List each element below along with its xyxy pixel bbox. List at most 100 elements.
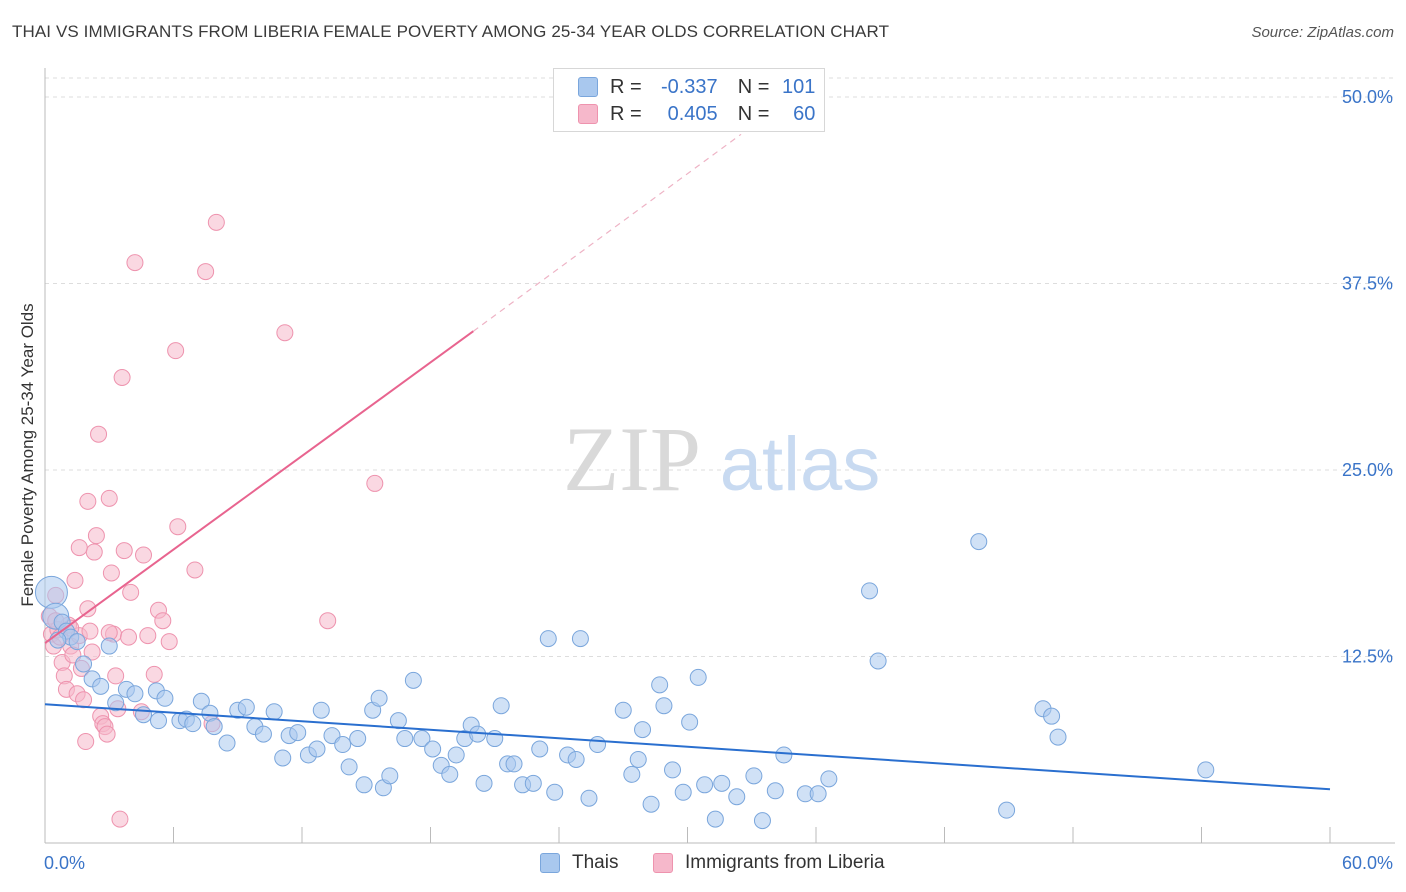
point-immigrants-from-liberia xyxy=(75,691,93,709)
chart-title: THAI VS IMMIGRANTS FROM LIBERIA FEMALE P… xyxy=(12,22,890,41)
point-thais xyxy=(546,783,564,801)
point-thais xyxy=(623,765,641,783)
gridlines xyxy=(45,77,1395,657)
point-immigrants-from-liberia xyxy=(120,628,138,646)
point-immigrants-from-liberia xyxy=(111,810,129,828)
point-immigrants-from-liberia xyxy=(122,583,140,601)
y-tick-label: 25.0% xyxy=(1342,460,1393,480)
point-thais xyxy=(1197,761,1215,779)
point-thais xyxy=(614,701,632,719)
point-thais xyxy=(674,783,692,801)
point-thais xyxy=(1049,728,1067,746)
y-tick-label: 12.5% xyxy=(1342,647,1393,667)
point-thais xyxy=(237,698,255,716)
legend-item-liberia[interactable]: Immigrants from Liberia xyxy=(653,852,885,874)
point-thais xyxy=(655,697,673,715)
point-thais xyxy=(340,758,358,776)
point-immigrants-from-liberia xyxy=(167,342,185,360)
point-thais xyxy=(447,746,465,764)
point-thais xyxy=(68,633,86,651)
liberia-swatch xyxy=(578,104,598,124)
point-thais xyxy=(689,668,707,686)
point-thais xyxy=(696,776,714,794)
point-thais xyxy=(539,630,557,648)
point-immigrants-from-liberia xyxy=(113,368,131,386)
legend-item-thais[interactable]: Thais xyxy=(540,852,618,874)
point-thais xyxy=(192,692,210,710)
point-immigrants-from-liberia xyxy=(66,571,84,589)
point-thais xyxy=(809,785,827,803)
point-immigrants-from-liberia xyxy=(102,564,120,582)
point-thais xyxy=(381,767,399,785)
r-label: R = xyxy=(610,75,642,98)
point-thais xyxy=(370,689,388,707)
y-tick-label: 50.0% xyxy=(1342,87,1393,107)
point-thais xyxy=(389,712,407,730)
r-value: 0.405 xyxy=(667,102,718,125)
point-immigrants-from-liberia xyxy=(87,527,105,545)
point-immigrants-from-liberia xyxy=(186,561,204,579)
trend-extension-liberia xyxy=(472,133,742,332)
tick-labels: 12.5% 25.0% 37.5% 50.0% 0.0% 60.0% xyxy=(44,87,1393,873)
n-label: N = xyxy=(737,102,770,125)
point-thais xyxy=(745,767,763,785)
point-immigrants-from-liberia xyxy=(366,474,384,492)
point-immigrants-from-liberia xyxy=(197,263,215,281)
watermark-atlas: atlas xyxy=(720,422,881,507)
point-immigrants-from-liberia xyxy=(90,425,108,443)
point-immigrants-from-liberia xyxy=(98,725,116,743)
point-thais xyxy=(664,761,682,779)
point-immigrants-from-liberia xyxy=(160,633,178,651)
point-thais xyxy=(580,789,598,807)
point-thais xyxy=(567,750,585,768)
point-thais xyxy=(713,774,731,792)
legend-label-thais: Thais xyxy=(572,852,619,873)
point-thais xyxy=(753,812,771,830)
point-immigrants-from-liberia xyxy=(135,546,153,564)
point-thais xyxy=(107,694,125,712)
point-immigrants-from-liberia xyxy=(139,627,157,645)
series-legend: Thais Immigrants from Liberia xyxy=(0,852,1406,878)
correlation-legend: R = -0.337 N = 101 R = 0.405 N = 60 xyxy=(553,68,825,132)
x-tick-label: 60.0% xyxy=(1342,853,1393,873)
point-immigrants-from-liberia xyxy=(83,643,101,661)
point-thais xyxy=(100,637,118,655)
point-thais xyxy=(126,685,144,703)
point-thais xyxy=(424,740,442,758)
point-thais xyxy=(413,730,431,748)
n-value: 60 xyxy=(793,102,816,125)
trend-line-liberia xyxy=(44,330,474,644)
point-thais xyxy=(441,765,459,783)
n-value: 101 xyxy=(782,75,816,98)
point-immigrants-from-liberia xyxy=(126,254,144,272)
point-immigrants-from-liberia xyxy=(85,543,103,561)
point-thais xyxy=(820,770,838,788)
point-immigrants-from-liberia xyxy=(169,518,187,536)
trend-lines xyxy=(44,133,1331,791)
point-immigrants-from-liberia xyxy=(145,665,163,683)
point-thais xyxy=(970,533,988,551)
legend-label-liberia: Immigrants from Liberia xyxy=(685,852,885,873)
point-thais xyxy=(75,655,93,673)
point-thais xyxy=(254,725,272,743)
point-thais xyxy=(349,730,367,748)
point-thais xyxy=(274,749,292,767)
n-label: N = xyxy=(737,75,770,98)
point-immigrants-from-liberia xyxy=(107,667,125,685)
point-thais xyxy=(531,740,549,758)
point-thais xyxy=(728,788,746,806)
point-immigrants-from-liberia xyxy=(79,600,97,618)
point-thais xyxy=(589,736,607,754)
point-thais xyxy=(775,746,793,764)
point-thais xyxy=(492,697,510,715)
point-thais xyxy=(312,701,330,719)
point-thais xyxy=(184,715,202,733)
point-thais xyxy=(156,689,174,707)
r-value: -0.337 xyxy=(660,75,718,98)
point-thais xyxy=(150,712,168,730)
point-thais xyxy=(355,776,373,794)
x-tick-label: 0.0% xyxy=(44,853,85,873)
series-thais-points xyxy=(34,533,1215,830)
trend-line-thais xyxy=(44,703,1331,791)
